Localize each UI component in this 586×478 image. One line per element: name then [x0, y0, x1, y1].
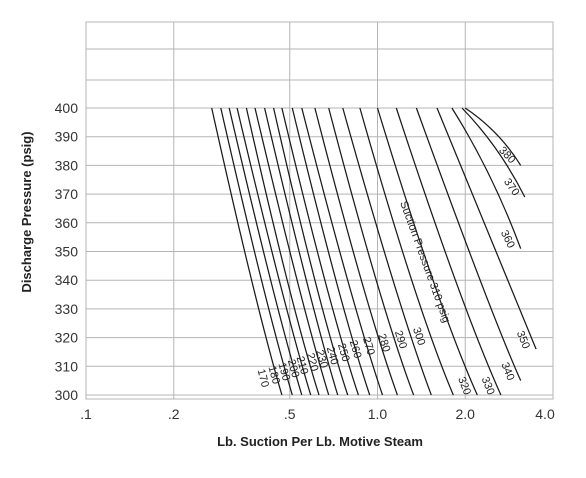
curve-label-text: 190: [275, 361, 291, 382]
plot-frame: [85, 21, 554, 400]
curve-label-370: 370: [501, 176, 521, 198]
y-tick-label: 350: [55, 244, 79, 260]
curve-290: [328, 107, 415, 396]
y-tick-label: 330: [55, 301, 79, 317]
curve-label-text: 280: [375, 332, 392, 353]
curve-330: [395, 107, 502, 396]
curve-label-260: 260: [347, 339, 364, 360]
curve-220: [254, 107, 330, 396]
curve-label-text: 210: [294, 355, 310, 376]
curve-360: [451, 107, 522, 249]
curve-label-380: 380: [496, 145, 517, 167]
x-tick-label: .2: [168, 406, 180, 422]
curve-label-210: 210: [294, 355, 310, 376]
curve-190: [228, 107, 303, 396]
curve-label-text: 270: [360, 336, 377, 357]
curve-label-text: 230: [313, 349, 329, 370]
curve-label-270: 270: [360, 336, 377, 357]
curve-label-text: 260: [347, 339, 364, 360]
curve-210: [245, 107, 320, 396]
y-tick-label: 400: [55, 100, 79, 116]
curve-380: [464, 107, 522, 166]
curve-label-180: 180: [266, 365, 282, 386]
x-tick-label: .1: [80, 406, 92, 422]
curve-label-text: 370: [501, 176, 521, 198]
curve-350: [436, 107, 537, 350]
curve-340: [415, 107, 522, 381]
tick-labels: 300 310 320 330 340 350 360 370 380 390 400 .1 .2 .5 1…: [55, 100, 555, 422]
curve-label-text: 200: [285, 358, 301, 379]
x-tick-label: 4.0: [535, 406, 555, 422]
curve-260: [291, 107, 371, 396]
curve-label-240: 240: [324, 345, 341, 366]
curve-label-text: 240: [324, 345, 341, 366]
grid: [85, 21, 554, 400]
curve-370: [461, 107, 526, 198]
curve-label-280: 280: [375, 332, 392, 353]
curve-label-200: 200: [285, 358, 301, 379]
curve-label-250: 250: [335, 342, 352, 363]
y-axis-title: Discharge Pressure (psig): [19, 131, 34, 292]
curve-230: [263, 107, 339, 396]
curve-label-170: 170: [255, 368, 271, 389]
curve-label-text: 250: [335, 342, 352, 363]
curve-240: [272, 107, 349, 396]
curve-270: [301, 107, 384, 396]
x-axis-title: Lb. Suction Per Lb. Motive Steam: [217, 434, 423, 449]
curve-200: [236, 107, 312, 396]
curve-label-text: 290: [392, 329, 409, 350]
y-tick-label: 390: [55, 129, 79, 145]
curve-label-text: 380: [496, 145, 517, 167]
curve-180: [220, 107, 293, 396]
y-tick-label: 360: [55, 215, 79, 231]
curve-320: [376, 107, 478, 396]
curve-310: [359, 107, 454, 396]
curve-170: [211, 107, 283, 396]
y-tick-label: 310: [55, 358, 79, 374]
y-tick-label: 320: [55, 330, 79, 346]
y-tick-label: 340: [55, 272, 79, 288]
x-tick-label: 1.0: [368, 406, 388, 422]
curve-280: [314, 107, 398, 396]
curve-label-230: 230: [313, 349, 329, 370]
curve-label-text: 170: [255, 368, 271, 389]
curve-label-text: 220: [304, 352, 320, 373]
y-tick-label: 300: [55, 387, 79, 403]
x-tick-label: .5: [284, 406, 296, 422]
suction-pressure-curves: [211, 107, 537, 396]
curve-label-220: 220: [304, 352, 320, 373]
y-tick-label: 370: [55, 186, 79, 202]
curve-250: [281, 107, 359, 396]
curve-label-text: 300: [410, 326, 427, 347]
curve-label-190: 190: [275, 361, 291, 382]
curve-label-text: 180: [266, 365, 282, 386]
curve-label-290: 290: [392, 329, 409, 350]
curve-label-300: 300: [410, 326, 427, 347]
x-tick-label: 2.0: [456, 406, 476, 422]
curve-300: [342, 107, 432, 396]
y-tick-label: 380: [55, 157, 79, 173]
